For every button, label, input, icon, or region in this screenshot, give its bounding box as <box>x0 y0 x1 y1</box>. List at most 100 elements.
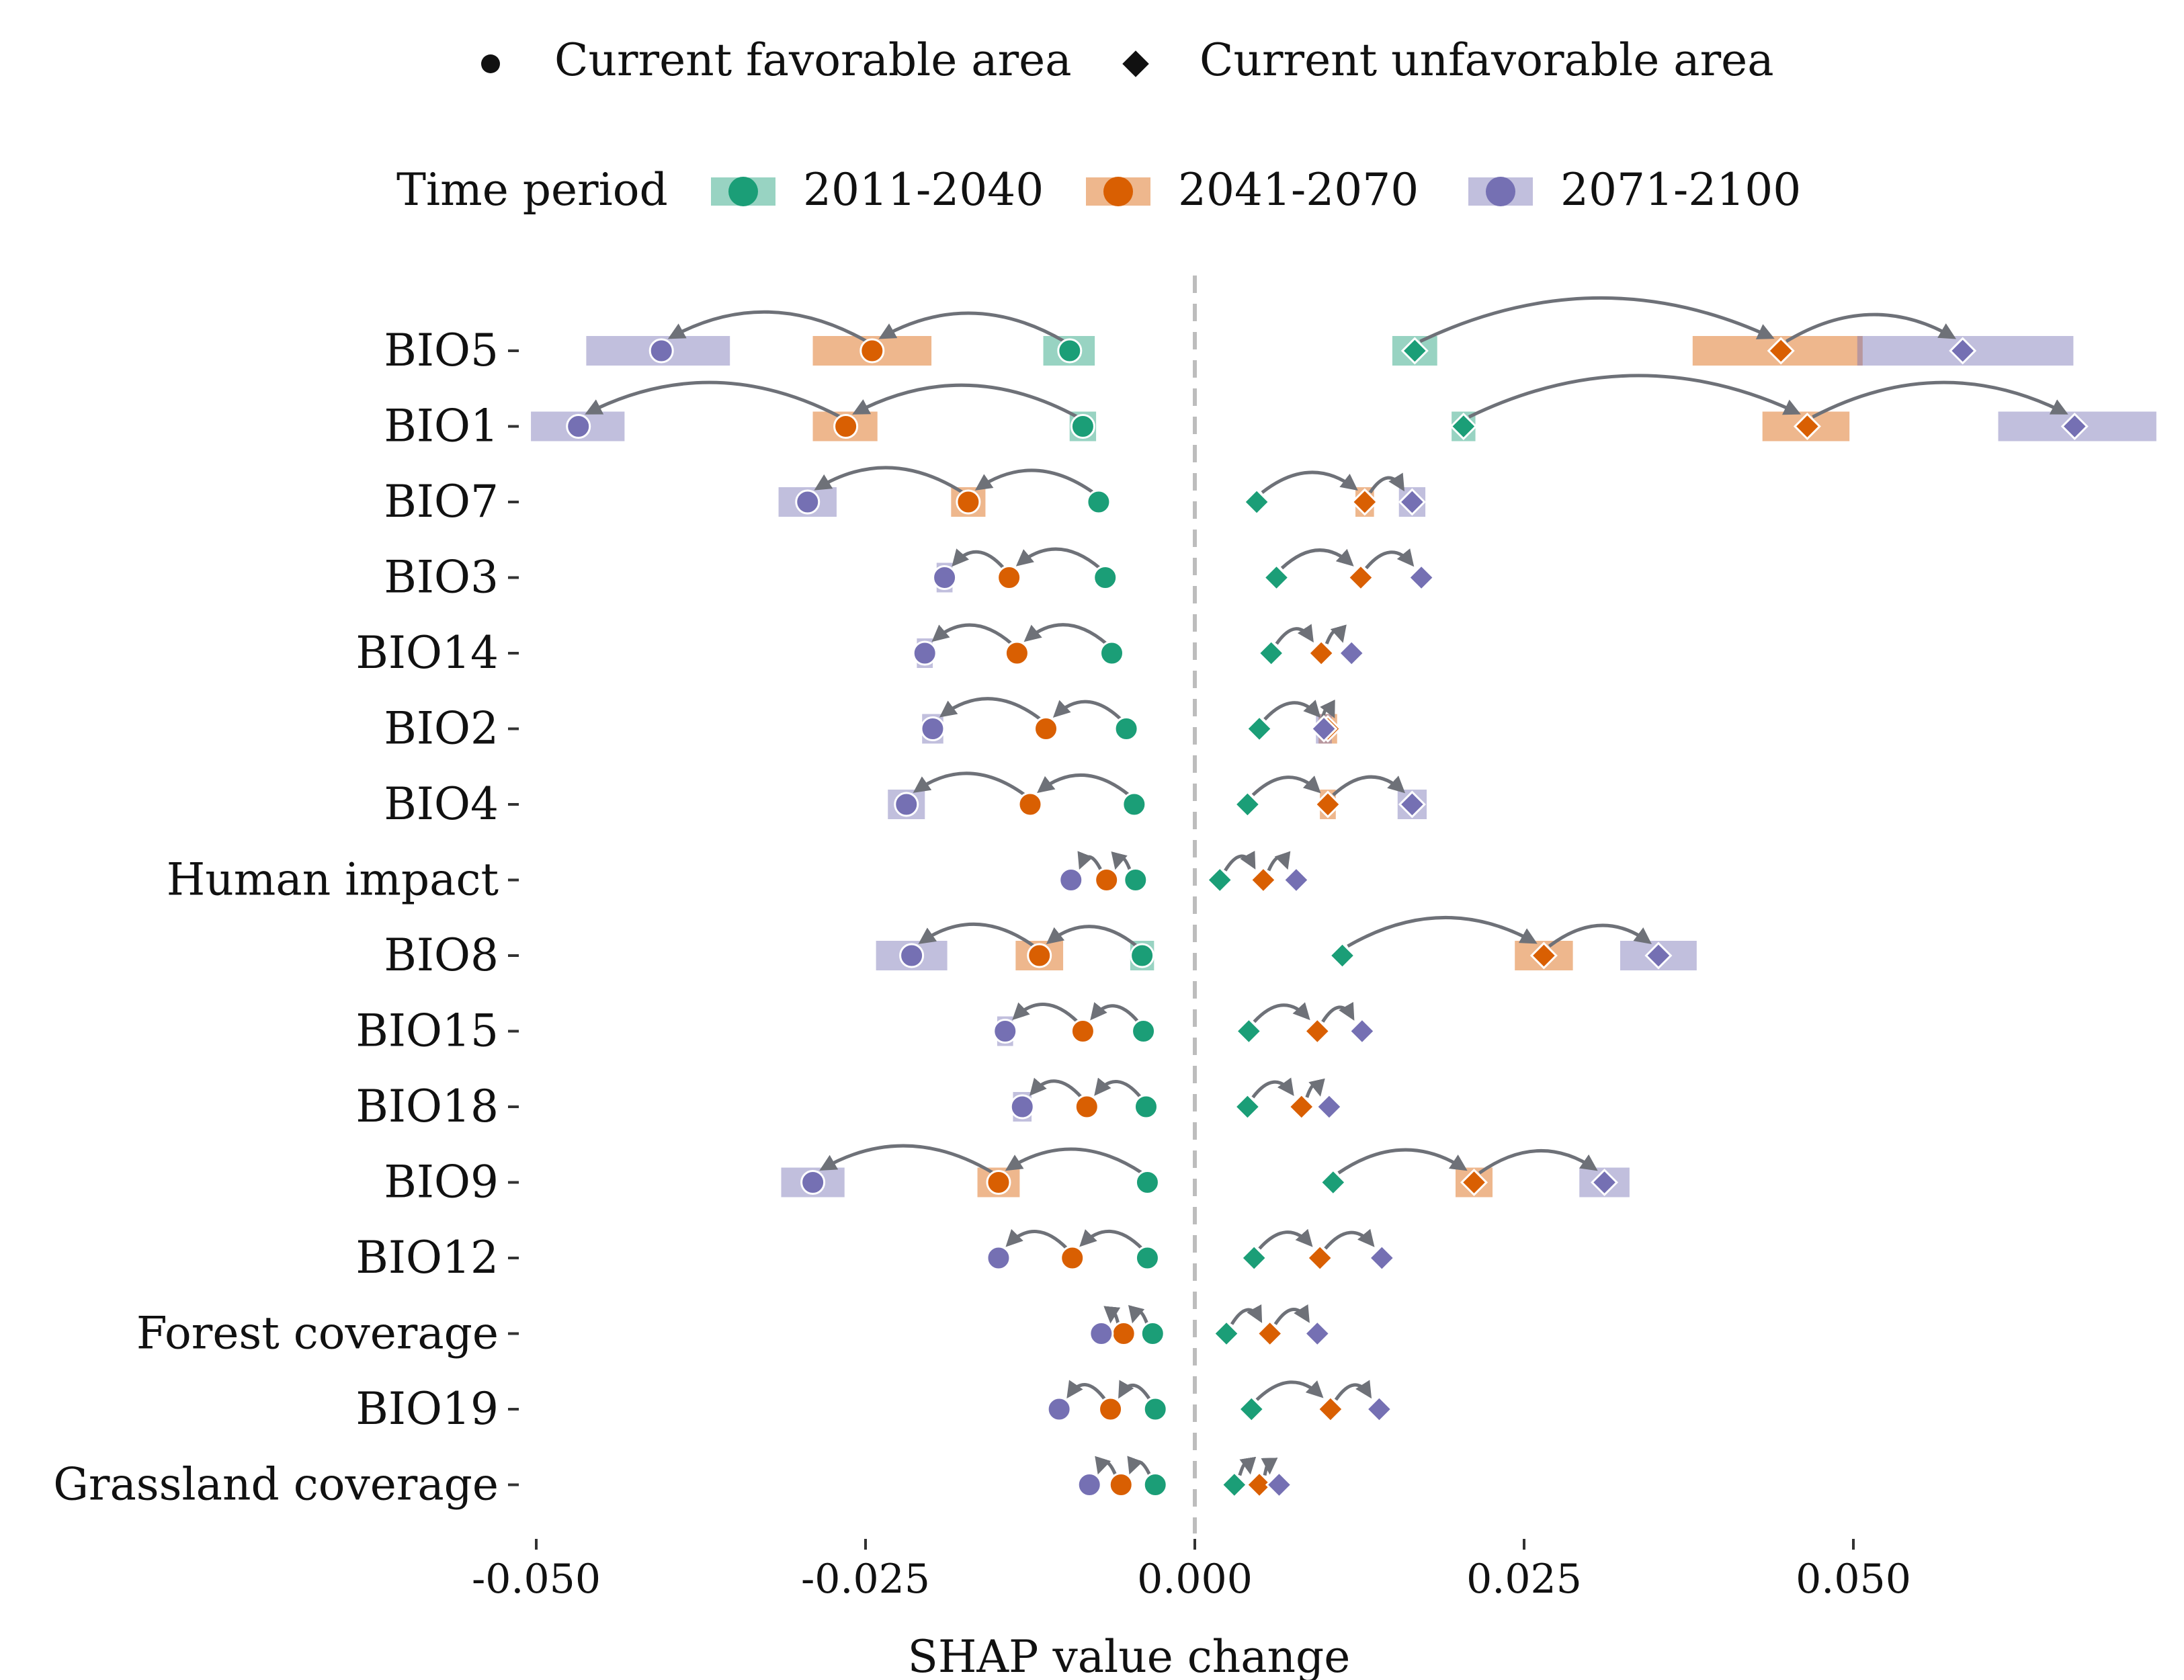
period-legend-title: Time period <box>396 164 668 216</box>
favorable-point-2011-2040 <box>1142 1396 1168 1422</box>
favorable-point-2071-2100 <box>920 716 946 741</box>
y-tick-label: BIO5 <box>384 325 499 376</box>
unfavorable-change-arrow <box>1548 923 1652 948</box>
favorable-change-arrow <box>1095 1456 1118 1476</box>
unfavorable-point-2041-2070 <box>1306 1244 1334 1272</box>
unfavorable-point-2071-2100 <box>1398 790 1426 818</box>
favorable-point-2011-2040 <box>1086 489 1111 515</box>
y-tick-label: BIO14 <box>355 627 499 679</box>
shape-legend: Current favorable area Current unfavorab… <box>481 34 1774 86</box>
favorable-point-2041-2070 <box>1108 1472 1134 1497</box>
unfavorable-point-2071-2100 <box>1303 1319 1331 1348</box>
favorable-point-2011-2040 <box>1133 1094 1159 1120</box>
favorable-point-2071-2100 <box>1046 1396 1072 1422</box>
unfavorable-point-2011-2040 <box>1233 790 1261 818</box>
unfavorable-change-arrow <box>1324 1228 1375 1250</box>
unfavorable-change-arrow <box>1253 1002 1310 1023</box>
favorable-change-arrow <box>1005 1228 1068 1250</box>
y-tick-label: BIO9 <box>384 1157 499 1208</box>
unfavorable-change-arrow <box>1334 1380 1372 1401</box>
favorable-change-arrow <box>1005 1147 1143 1175</box>
favorable-change-arrow <box>1094 1077 1142 1099</box>
unfavorable-point-2041-2070 <box>1314 790 1342 818</box>
x-tick-label: 0.025 <box>1466 1556 1582 1603</box>
x-tick-label: -0.050 <box>472 1556 601 1603</box>
unfavorable-point-2071-2100 <box>1365 1395 1393 1423</box>
favorable-point-2041-2070 <box>1111 1321 1136 1346</box>
favorable-change-arrow <box>918 922 1036 948</box>
unfavorable-change-arrow <box>1812 380 2068 419</box>
unfavorable-change-arrow <box>1332 775 1406 796</box>
favorable-change-arrow <box>585 380 841 419</box>
favorable-change-arrow <box>1023 623 1108 645</box>
unfavorable-change-arrow <box>1261 470 1358 494</box>
favorable-point-2011-2040 <box>1093 565 1118 590</box>
unfavorable-change-arrow <box>1337 1148 1468 1175</box>
unfavorable-point-2041-2070 <box>1245 1470 1273 1499</box>
y-tick-label: BIO8 <box>384 929 499 981</box>
unfavorable-point-2041-2070 <box>1307 639 1335 667</box>
unfavorable-change-arrow <box>1273 1304 1310 1325</box>
x-tick-label: 0.050 <box>1796 1556 1911 1603</box>
favorable-change-arrow <box>1127 1456 1152 1476</box>
unfavorable-point-2041-2070 <box>1351 488 1379 516</box>
unfavorable-point-2011-2040 <box>1233 1093 1261 1121</box>
unfavorable-change-arrow <box>1224 850 1256 872</box>
favorable-change-arrow <box>939 697 1042 721</box>
favorable-change-arrow <box>1079 1229 1144 1250</box>
interval-bands <box>531 336 2156 1198</box>
y-tick-label: BIO18 <box>355 1081 499 1132</box>
favorable-point-2041-2070 <box>1004 640 1030 666</box>
favorable-point-2071-2100 <box>894 792 919 817</box>
unfavorable-point-2041-2070 <box>1316 1395 1345 1423</box>
period-legend-label-1: 2011-2040 <box>803 164 1044 216</box>
favorable-point-2011-2040 <box>1070 414 1095 439</box>
unfavorable-point-2071-2100 <box>1644 941 1673 970</box>
favorable-point-2041-2070 <box>833 414 859 439</box>
unfavorable-point-2071-2100 <box>2060 412 2089 441</box>
unfavorable-change-arrow <box>1419 296 1775 343</box>
favorable-point-2071-2100 <box>986 1245 1011 1271</box>
favorable-change-arrow <box>1046 925 1138 948</box>
unfavorable-change-arrow <box>1267 851 1291 872</box>
unfavorable-change-arrow <box>1258 1228 1313 1250</box>
unfavorable-point-2011-2040 <box>1329 941 1357 970</box>
favorable-point-2041-2070 <box>1027 943 1052 968</box>
y-tick-label: Forest coverage <box>136 1308 499 1359</box>
unfavorable-point-2011-2040 <box>1243 488 1271 516</box>
favorable-point-2041-2070 <box>986 1170 1011 1195</box>
unfavorable-point-2041-2070 <box>1256 1319 1284 1348</box>
unfavorable-point-2011-2040 <box>1220 1470 1249 1499</box>
favorable-point-2071-2100 <box>1058 868 1084 892</box>
unfavorable-change-arrow <box>1321 1001 1355 1023</box>
favorable-change-arrow <box>1037 773 1130 796</box>
unfavorable-point-2011-2040 <box>1212 1319 1241 1348</box>
data-points <box>566 337 2089 1499</box>
favorable-point-2071-2100 <box>1089 1321 1114 1346</box>
y-tick-label: BIO4 <box>384 778 499 830</box>
legend-unfavorable-label: Current unfavorable area <box>1200 34 1774 86</box>
x-tick-label: 0.000 <box>1137 1556 1253 1603</box>
y-axis-labels: BIO5 BIO1 BIO7 BIO3 BIO14 BIO2 BIO4 Human impac… <box>53 325 519 1511</box>
favorable-point-2071-2100 <box>1077 1472 1102 1497</box>
favorable-point-2041-2070 <box>1060 1245 1085 1271</box>
period-legend-key-1 <box>711 177 775 206</box>
unfavorable-point-2011-2040 <box>1245 714 1273 743</box>
favorable-point-2041-2070 <box>1098 1396 1124 1422</box>
favorable-change-arrow <box>1090 1002 1140 1023</box>
favorable-change-arrow <box>1128 1305 1149 1325</box>
favorable-change-arrow <box>878 311 1066 343</box>
legend-circle-marker <box>481 54 500 73</box>
unfavorable-point-2071-2100 <box>1337 639 1366 667</box>
x-tick-label: -0.025 <box>801 1556 930 1603</box>
unfavorable-change-arrow <box>1230 1304 1263 1325</box>
favorable-point-2041-2070 <box>1017 792 1043 817</box>
unfavorable-change-arrow <box>1347 916 1538 948</box>
y-tick-label: BIO19 <box>355 1383 499 1435</box>
favorable-point-2071-2100 <box>800 1170 826 1195</box>
unfavorable-point-2011-2040 <box>1206 866 1234 894</box>
favorable-point-2011-2040 <box>1099 640 1125 666</box>
unfavorable-change-arrow <box>1238 1456 1257 1476</box>
unfavorable-point-2071-2100 <box>1368 1244 1396 1272</box>
